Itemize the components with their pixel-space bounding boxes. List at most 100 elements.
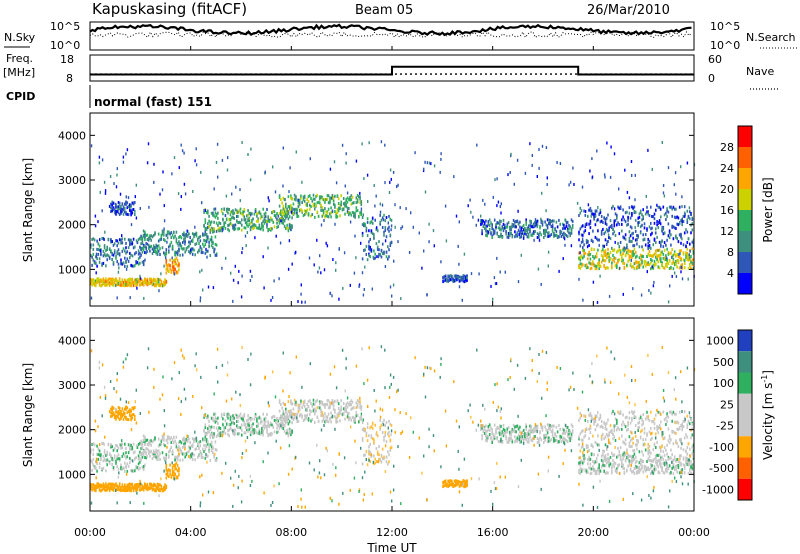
- echo-cell: [129, 240, 131, 244]
- echo-cell: [490, 221, 492, 225]
- scatter-cell: [558, 269, 560, 273]
- scatter-cell: [358, 283, 361, 287]
- scatter-cell: [95, 271, 97, 275]
- echo-cell: [527, 429, 530, 433]
- scatter-cell: [494, 282, 497, 286]
- echo-cell: [124, 411, 126, 415]
- echo-cell: [316, 210, 319, 214]
- scatter-cell: [428, 240, 430, 244]
- echo-cell: [142, 260, 145, 263]
- echo-cell: [588, 250, 590, 254]
- echo-cell: [132, 442, 135, 446]
- echo-cell: [553, 234, 555, 238]
- echo-cell: [285, 410, 287, 414]
- echo-cell: [598, 466, 600, 470]
- echo-cell: [663, 258, 666, 262]
- echo-cell: [590, 467, 593, 471]
- echo-cell: [593, 215, 595, 218]
- echo-cell: [356, 200, 359, 204]
- echo-cell: [512, 218, 515, 222]
- echo-cell: [126, 455, 129, 459]
- echo-cell: [480, 428, 482, 431]
- echo-cell: [96, 277, 98, 281]
- echo-cell: [144, 232, 146, 236]
- echo-cell: [92, 243, 95, 247]
- echo-cell: [155, 448, 157, 452]
- echo-cell: [93, 484, 96, 488]
- echo-cell: [102, 278, 105, 282]
- echo-cell: [355, 201, 358, 204]
- echo-cell: [112, 412, 115, 416]
- echo-cell: [116, 410, 118, 414]
- echo-cell: [578, 238, 580, 242]
- echo-cell: [662, 205, 665, 209]
- echo-cell: [161, 451, 164, 455]
- power-ylabel: Slant Range [km]: [21, 158, 35, 262]
- scatter-cell: [146, 250, 148, 253]
- scatter-cell: [249, 279, 252, 282]
- echo-cell: [359, 416, 361, 420]
- scatter-cell: [565, 219, 567, 223]
- echo-cell: [363, 427, 365, 431]
- echo-cell: [214, 412, 217, 416]
- echo-cell: [521, 435, 524, 439]
- echo-cell: [204, 432, 207, 436]
- echo-cell: [590, 209, 593, 213]
- echo-cell: [174, 458, 176, 462]
- echo-cell: [466, 274, 468, 278]
- echo-cell: [677, 255, 680, 259]
- echo-cell: [551, 432, 554, 436]
- echo-cell: [369, 460, 371, 464]
- scatter-cell: [559, 162, 562, 165]
- echo-cell: [291, 197, 293, 201]
- echo-cell: [374, 256, 376, 260]
- echo-cell: [622, 248, 624, 252]
- scatter-cell: [458, 220, 460, 224]
- echo-cell: [215, 457, 218, 461]
- echo-cell: [145, 233, 147, 237]
- echo-cell: [534, 429, 536, 433]
- scatter-cell: [293, 207, 295, 211]
- echo-cell: [199, 245, 202, 249]
- scatter-cell: [613, 207, 616, 211]
- echo-cell: [525, 423, 527, 427]
- echo-cell: [345, 203, 347, 207]
- scatter-cell: [389, 180, 391, 184]
- echo-cell: [609, 250, 612, 254]
- echo-cell: [658, 257, 661, 261]
- echo-cell: [646, 228, 648, 232]
- echo-cell: [169, 463, 171, 467]
- echo-cell: [390, 240, 393, 244]
- echo-cell: [589, 207, 592, 210]
- echo-cell: [335, 214, 337, 218]
- echo-cell: [215, 448, 218, 452]
- echo-cell: [112, 486, 115, 490]
- colorbar-segment: [738, 168, 752, 189]
- echo-cell: [282, 423, 285, 427]
- colorbar-tick-label: 20: [720, 183, 734, 196]
- echo-cell: [204, 423, 207, 427]
- echo-cell: [531, 438, 534, 442]
- echo-cell: [90, 448, 92, 452]
- echo-cell: [293, 197, 296, 201]
- scatter-cell: [94, 224, 97, 228]
- echo-cell: [493, 436, 496, 440]
- echo-cell: [316, 406, 319, 410]
- echo-cell: [389, 244, 392, 247]
- echo-cell: [215, 213, 218, 217]
- echo-cell: [538, 235, 540, 239]
- echo-cell: [112, 201, 115, 205]
- scatter-cell: [271, 296, 274, 299]
- echo-cell: [110, 240, 112, 244]
- echo-cell: [309, 399, 311, 403]
- echo-cell: [356, 403, 359, 407]
- echo-cell: [127, 443, 130, 447]
- echo-cell: [689, 258, 691, 262]
- echo-cell: [171, 265, 174, 269]
- echo-cell: [312, 398, 315, 402]
- echo-cell: [239, 426, 242, 430]
- echo-cell: [131, 482, 134, 486]
- scatter-cell: [423, 249, 425, 253]
- echo-cell: [281, 414, 283, 418]
- scatter-cell: [202, 288, 204, 292]
